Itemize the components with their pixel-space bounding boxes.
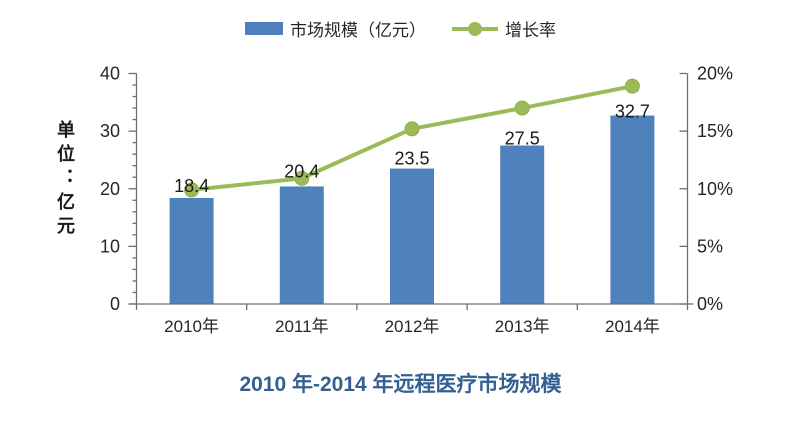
legend-label-growth-rate: 增长率 bbox=[505, 21, 556, 40]
left-axis-tick-label: 30 bbox=[100, 121, 120, 141]
plot-area: 0 10 20 30 40 0% 5% 10% 15% 20% 2010年 2011年 2012年 201… bbox=[100, 64, 733, 337]
chart-title: 2010 年-2014 年远程医疗市场规模 bbox=[239, 373, 562, 396]
left-axis-tick-label: 20 bbox=[100, 179, 120, 199]
bar-2013年 bbox=[500, 145, 545, 304]
left-axis-tick-label: 0 bbox=[110, 294, 120, 314]
y-axis-unit-label: 单位：亿元 bbox=[55, 120, 75, 240]
left-axis-tick-label: 40 bbox=[100, 64, 120, 84]
line-series-marker-icon bbox=[452, 21, 498, 36]
legend-item-growth-rate: 增长率 bbox=[452, 16, 556, 41]
bar-data-label: 27.5 bbox=[505, 129, 540, 149]
x-axis-category-label: 2012年 bbox=[385, 317, 440, 336]
x-axis-category-label: 2013年 bbox=[495, 317, 550, 336]
right-axis-tick-label: 0% bbox=[697, 294, 723, 314]
right-axis-tick-label: 10% bbox=[697, 179, 733, 199]
right-axis-tick-label: 5% bbox=[697, 236, 723, 256]
right-axis-tick-label: 20% bbox=[697, 64, 733, 84]
x-axis-category-label: 2010年 bbox=[164, 317, 219, 336]
growth-rate-marker-2013年 bbox=[514, 100, 530, 116]
bar-2014年 bbox=[610, 115, 655, 304]
bar-data-label: 32.7 bbox=[615, 102, 650, 122]
growth-rate-marker-2011年 bbox=[294, 170, 310, 186]
bar-2010年 bbox=[169, 197, 214, 304]
legend: 市场规模（亿元） 增长率 bbox=[0, 16, 801, 41]
legend-label-market-scale: 市场规模（亿元） bbox=[290, 21, 426, 40]
line-dot-icon bbox=[468, 21, 482, 36]
left-axis-tick-label: 10 bbox=[100, 236, 120, 256]
x-axis-category-label: 2014年 bbox=[605, 317, 660, 336]
bar-data-label: 18.4 bbox=[174, 176, 209, 196]
right-axis-tick-label: 15% bbox=[697, 121, 733, 141]
bar-2012年 bbox=[390, 168, 434, 304]
bar-data-label: 20.4 bbox=[284, 161, 319, 181]
growth-rate-marker-2010年 bbox=[184, 182, 200, 198]
bar-series-swatch-icon bbox=[245, 22, 283, 35]
bar-2011年 bbox=[279, 186, 324, 304]
growth-rate-marker-2014年 bbox=[624, 78, 640, 94]
x-axis-category-label: 2011年 bbox=[275, 317, 329, 336]
growth-rate-marker-2012年 bbox=[404, 121, 420, 137]
legend-item-market-scale: 市场规模（亿元） bbox=[245, 16, 426, 41]
bar-data-label: 23.5 bbox=[394, 149, 429, 169]
